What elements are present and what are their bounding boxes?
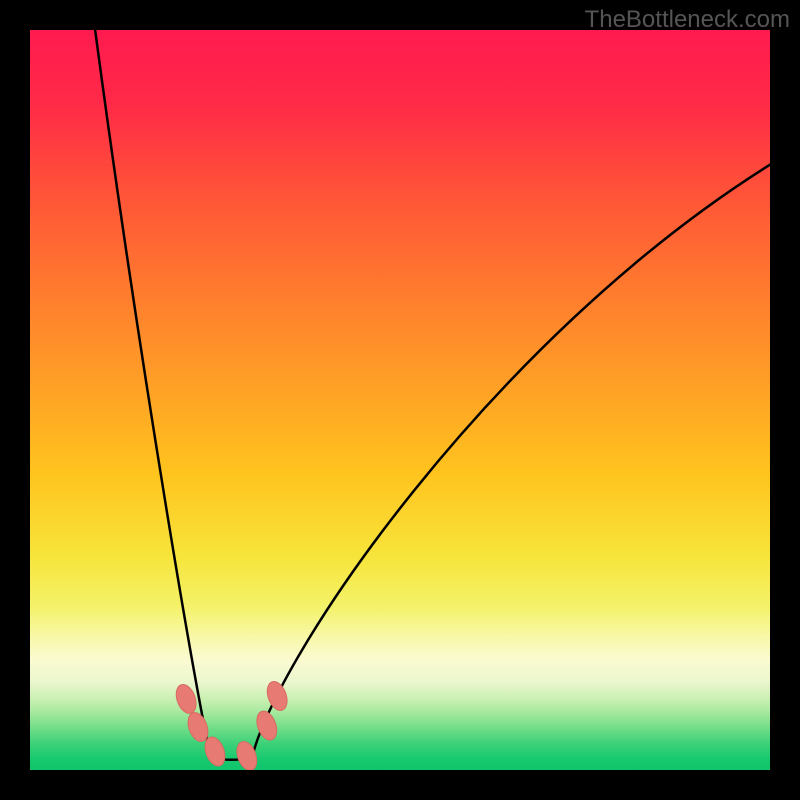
- plot-area: [30, 30, 770, 770]
- gradient-background: [30, 30, 770, 770]
- chart-root: TheBottleneck.com: [0, 0, 800, 800]
- chart-svg: [30, 30, 770, 770]
- watermark-text: TheBottleneck.com: [585, 6, 790, 34]
